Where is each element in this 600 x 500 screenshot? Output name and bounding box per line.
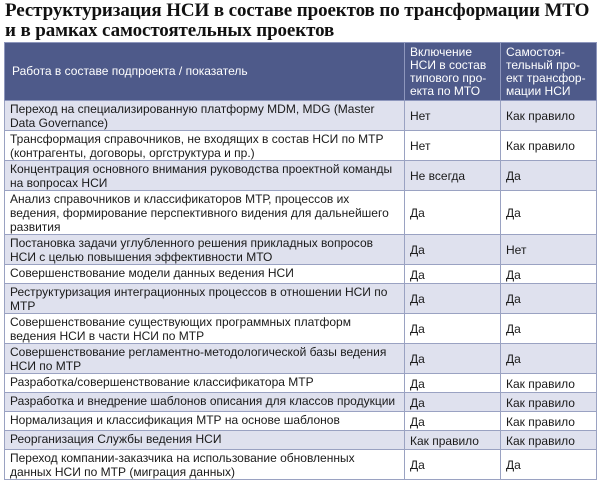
cell-work: Переход компании-заказчика на использова… <box>4 449 405 480</box>
table-row: Совершенствование модели данных ведения … <box>4 264 597 284</box>
cell-standalone-project: Нет <box>500 234 597 265</box>
cell-mto-project: Да <box>404 313 501 344</box>
cell-standalone-project: Да <box>500 449 597 480</box>
column-header-mto-project: Включение НСИ в состав типового про- ект… <box>404 42 501 101</box>
table-row: Постановка задачи углубленного решения п… <box>4 234 597 265</box>
table-row: Нормализация и классификация МТР на осно… <box>4 411 597 431</box>
table-row: Реорганизация Службы ведения НСИ Как прав… <box>4 430 597 450</box>
cell-standalone-project: Да <box>500 283 597 314</box>
cell-standalone-project: Как правило <box>500 100 597 131</box>
cell-standalone-project: Как правило <box>500 373 597 393</box>
table-row: Переход на специализированную платформу … <box>4 100 597 131</box>
cell-standalone-project: Да <box>500 160 597 191</box>
cell-work: Разработка/совершенствование классификат… <box>4 373 405 393</box>
cell-work: Реорганизация Службы ведения НСИ <box>4 430 405 450</box>
cell-work: Нормализация и классификация МТР на осно… <box>4 411 405 431</box>
table-row: Переход компании-заказчика на использова… <box>4 449 597 480</box>
cell-standalone-project: Как правило <box>500 411 597 431</box>
column-header-standalone-project: Самостоя- тельный про- ект трансфор- мац… <box>500 42 597 101</box>
cell-work: Совершенствование существующих программн… <box>4 313 405 344</box>
cell-standalone-project: Да <box>500 264 597 284</box>
cell-work: Концентрация основного внимания руководс… <box>4 160 405 191</box>
cell-mto-project: Нет <box>404 100 501 131</box>
cell-work: Анализ справочников и классификаторов МТ… <box>4 190 405 235</box>
column-header-work: Работа в составе подпроекта / показатель <box>4 42 405 101</box>
cell-mto-project: Да <box>404 411 501 431</box>
header-row: Работа в составе подпроекта / показатель… <box>4 42 597 101</box>
cell-mto-project: Нет <box>404 130 501 161</box>
cell-mto-project: Да <box>404 449 501 480</box>
cell-mto-project: Да <box>404 392 501 412</box>
table-body: Переход на специализированную платформу … <box>4 100 597 480</box>
cell-standalone-project: Да <box>500 313 597 344</box>
cell-standalone-project: Как правило <box>500 430 597 450</box>
cell-mto-project: Как правило <box>404 430 501 450</box>
table-row: Анализ справочников и классификаторов МТ… <box>4 190 597 235</box>
cell-work: Переход на специализированную платформу … <box>4 100 405 131</box>
cell-standalone-project: Как правило <box>500 392 597 412</box>
cell-mto-project: Да <box>404 283 501 314</box>
table-row: Совершенствование существующих программн… <box>4 313 597 344</box>
cell-mto-project: Не всегда <box>404 160 501 191</box>
cell-standalone-project: Да <box>500 190 597 235</box>
table-row: Трансформация справочников, не входящих … <box>4 130 597 161</box>
cell-work: Трансформация справочников, не входящих … <box>4 130 405 161</box>
comparison-table: Работа в составе подпроекта / показатель… <box>4 42 597 480</box>
cell-mto-project: Да <box>404 373 501 393</box>
cell-mto-project: Да <box>404 234 501 265</box>
cell-standalone-project: Как правило <box>500 130 597 161</box>
cell-work: Совершенствование регламентно-методологи… <box>4 343 405 374</box>
table-row: Реструктуризация интеграционных процессо… <box>4 283 597 314</box>
table-row: Совершенствование регламентно-методологи… <box>4 343 597 374</box>
document-title: Реструктуризация НСИ в составе проектов … <box>5 0 590 41</box>
cell-mto-project: Да <box>404 264 501 284</box>
table-row: Разработка/совершенствование классификат… <box>4 373 597 393</box>
cell-work: Постановка задачи углубленного решения п… <box>4 234 405 265</box>
cell-work: Реструктуризация интеграционных процессо… <box>4 283 405 314</box>
cell-mto-project: Да <box>404 190 501 235</box>
cell-mto-project: Да <box>404 343 501 374</box>
cell-work: Разработка и внедрение шаблонов описания… <box>4 392 405 412</box>
cell-standalone-project: Да <box>500 343 597 374</box>
table-header: Работа в составе подпроекта / показатель… <box>4 42 597 101</box>
table-row: Концентрация основного внимания руководс… <box>4 160 597 191</box>
cell-work: Совершенствование модели данных ведения … <box>4 264 405 284</box>
table-row: Разработка и внедрение шаблонов описания… <box>4 392 597 412</box>
